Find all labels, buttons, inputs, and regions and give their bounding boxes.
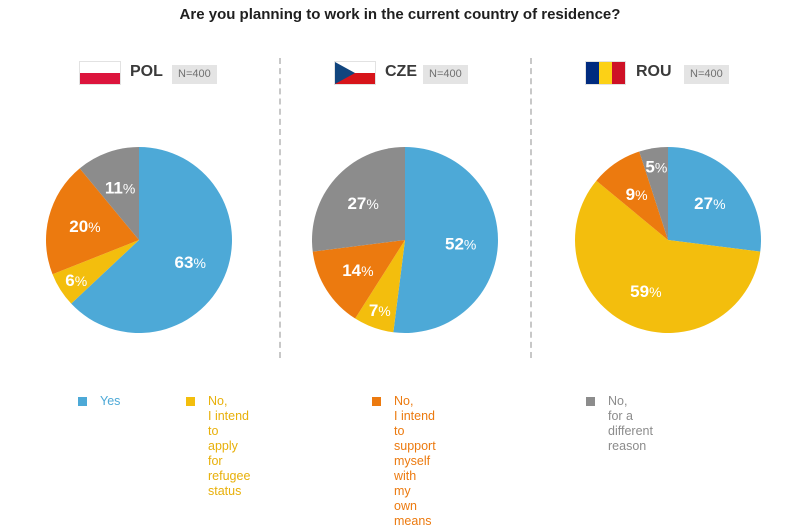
slice-value-label: 27% [694,194,725,213]
legend-swatch [186,397,195,406]
legend-label: No, I intend to apply for refugee status [208,394,251,498]
slice-value-label: 9% [626,185,648,204]
legend-swatch [586,397,595,406]
panel-cze: CZE N=400 52% 7% 14% 27% [273,56,539,356]
slice-value-label: 27% [347,194,378,213]
slice-yes [393,147,499,333]
panel-rou: ROU N=400 27% 59% 9% 5% [532,56,798,356]
sample-size-badge: N=400 [423,65,468,84]
panel-pol: POL N=400 63% 6% 20% 11% [8,56,274,356]
country-code: ROU [636,63,672,80]
pie-chart-pol: 63% 6% 20% 11% [46,147,232,333]
country-code: POL [130,63,163,80]
panel-divider-2 [530,58,532,358]
pie-chart-cze: 52% 7% 14% 27% [312,147,499,333]
romania-flag-icon [586,62,625,84]
slice-value-label: 7% [369,301,391,320]
slice-different-reason [312,147,405,252]
slice-own-means [312,240,405,319]
poland-flag-icon [80,62,120,84]
slice-value-label: 63% [175,253,206,272]
slice-value-label: 59% [630,282,661,301]
chart-title: Are you planning to work in the current … [179,6,621,23]
slice-different-reason [79,147,139,240]
country-code: CZE [385,63,417,80]
slice-different-reason [639,147,668,240]
slice-yes [71,147,232,333]
panel-header: CZE N=400 [273,60,539,84]
panel-header: ROU N=400 [532,60,798,84]
sample-size-badge: N=400 [684,65,729,84]
slice-value-label: 20% [69,217,100,236]
legend-swatch [78,397,87,406]
panel-header: POL N=400 [8,60,274,84]
sample-size-badge: N=400 [172,65,217,84]
slice-own-means [46,168,139,275]
slice-refugee-status [575,180,761,334]
slice-value-label: 6% [65,271,87,290]
slice-value-label: 11% [105,178,135,197]
slice-refugee-status [355,240,405,333]
slice-yes [668,147,761,252]
legend-label: No, for a different reason [608,394,653,453]
pie-chart-rou: 27% 59% 9% 5% [575,147,761,334]
panel-divider-1 [279,58,281,358]
legend-swatch [372,397,381,406]
slice-own-means [596,151,668,240]
legend-label: Yes [100,394,121,408]
slice-value-label: 14% [342,261,373,280]
slice-value-label: 52% [445,235,476,254]
slice-value-label: 5% [645,158,667,177]
czech-flag-icon [335,62,375,84]
slice-refugee-status [52,240,139,304]
legend-label: No, I intend to support myself with my o… [394,394,436,528]
